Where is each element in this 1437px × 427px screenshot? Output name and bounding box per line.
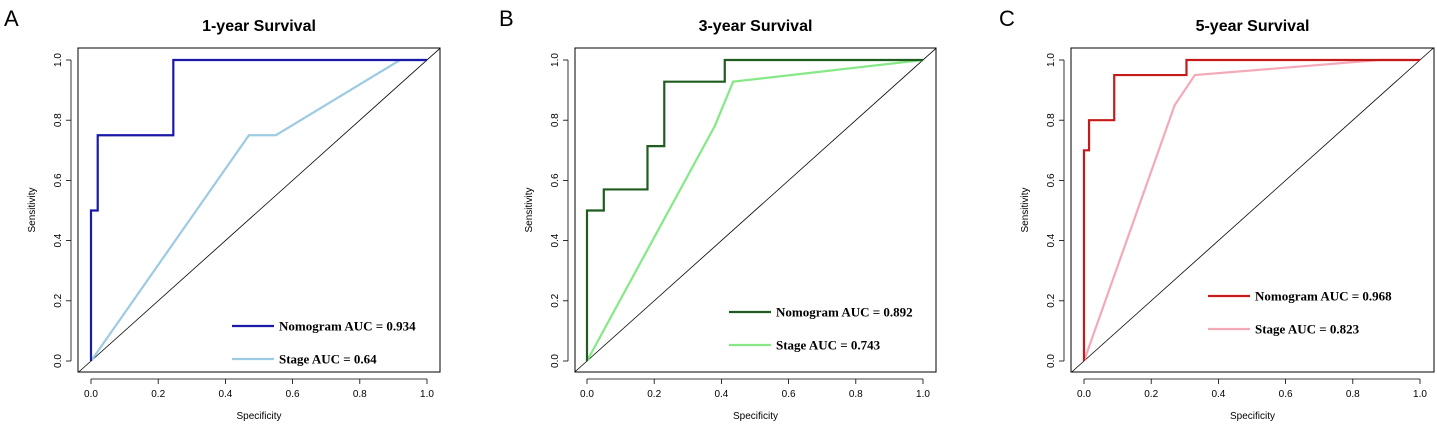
- x-tick-label: 0.8: [849, 389, 863, 400]
- roc-line-nomogram: [1082, 58, 1420, 361]
- y-tick-label: 0.6: [53, 173, 64, 187]
- x-tick-label: 0.2: [151, 389, 165, 400]
- legend-label-stage: Stage AUC = 0.64: [279, 352, 377, 367]
- y-tick-label: 0.0: [1046, 354, 1057, 368]
- chart-title: 1-year Survival: [202, 18, 316, 35]
- x-axis-label: Specificity: [1230, 411, 1275, 422]
- y-tick-label: 0.4: [53, 233, 64, 247]
- y-tick-label: 0.2: [53, 293, 64, 307]
- y-tick-label: 0.8: [53, 113, 64, 127]
- plot-frame: [77, 47, 441, 373]
- x-tick-label: 0.6: [1279, 389, 1293, 400]
- x-tick-label: 0.4: [714, 389, 728, 400]
- x-tick-label: 0.6: [286, 389, 300, 400]
- x-tick-label: 0.8: [1346, 389, 1360, 400]
- y-axis-label: Sensitivity: [524, 187, 535, 232]
- x-axis-label: Specificity: [236, 411, 281, 422]
- legend-label-nomogram: Nomogram AUC = 0.934: [279, 319, 416, 334]
- roc-line-nomogram: [89, 58, 427, 361]
- panel-letter: C: [999, 6, 1015, 31]
- y-axis-label: Sensitivity: [27, 187, 38, 232]
- reference-diagonal: [78, 48, 441, 373]
- x-tick-label: 0.4: [218, 389, 232, 400]
- legend-label-stage: Stage AUC = 0.823: [1255, 322, 1360, 337]
- chart-title: 3-year Survival: [699, 18, 813, 35]
- reference-diagonal: [574, 48, 937, 373]
- y-tick-label: 0.4: [1046, 233, 1057, 247]
- y-tick-label: 0.0: [53, 354, 64, 368]
- y-tick-label: 1.0: [550, 53, 561, 67]
- reference-diagonal: [1071, 47, 1434, 373]
- x-tick-label: 0.6: [782, 389, 796, 400]
- y-axis-label: Sensitivity: [1020, 187, 1031, 232]
- chart-title: 5-year Survival: [1196, 18, 1310, 35]
- x-tick-label: 0.2: [1144, 389, 1158, 400]
- y-tick-label: 0.4: [550, 233, 561, 247]
- panel-letter: B: [499, 6, 514, 31]
- x-tick-label: 0.0: [580, 389, 594, 400]
- x-tick-label: 1.0: [916, 389, 930, 400]
- x-tick-label: 0.0: [84, 389, 98, 400]
- legend-label-stage: Stage AUC = 0.743: [776, 338, 881, 353]
- y-tick-label: 1.0: [1046, 53, 1057, 67]
- plot-frame: [574, 47, 937, 373]
- y-tick-label: 1.0: [53, 53, 64, 67]
- x-tick-label: 0.4: [1211, 389, 1225, 400]
- y-tick-label: 0.0: [550, 354, 561, 368]
- panel-letter: A: [4, 6, 19, 31]
- chart-panel-c: C 5-year Survival 0.0 0.2 0.4 0.6 0.8 1.0 0.0 0.2…: [999, 6, 1435, 422]
- legend-label-nomogram: Nomogram AUC = 0.892: [776, 305, 913, 320]
- y-tick-label: 0.6: [550, 173, 561, 187]
- y-tick-label: 0.8: [1046, 113, 1057, 127]
- roc-line-nomogram: [585, 58, 923, 361]
- x-tick-label: 1.0: [420, 389, 434, 400]
- x-axis-label: Specificity: [733, 411, 778, 422]
- roc-line-stage: [586, 58, 924, 362]
- x-tick-label: 1.0: [1413, 389, 1427, 400]
- y-tick-label: 0.2: [550, 293, 561, 307]
- y-tick-label: 0.8: [550, 113, 561, 127]
- x-tick-label: 0.8: [353, 389, 367, 400]
- y-tick-label: 0.2: [1046, 293, 1057, 307]
- plot-frame: [1070, 47, 1435, 373]
- x-tick-label: 0.2: [647, 389, 661, 400]
- y-tick-label: 0.6: [1046, 173, 1057, 187]
- chart-panel-a: A 1-year Survival 0.0 0.2 0.4 0.6 0.8 1.0 0.0 0.2…: [4, 6, 441, 422]
- chart-panel-b: B 3-year Survival 0.0 0.2 0.4 0.6 0.8 1.0 0.0 0.2…: [499, 6, 937, 422]
- legend-label-nomogram: Nomogram AUC = 0.968: [1255, 289, 1392, 304]
- x-tick-label: 0.0: [1077, 389, 1091, 400]
